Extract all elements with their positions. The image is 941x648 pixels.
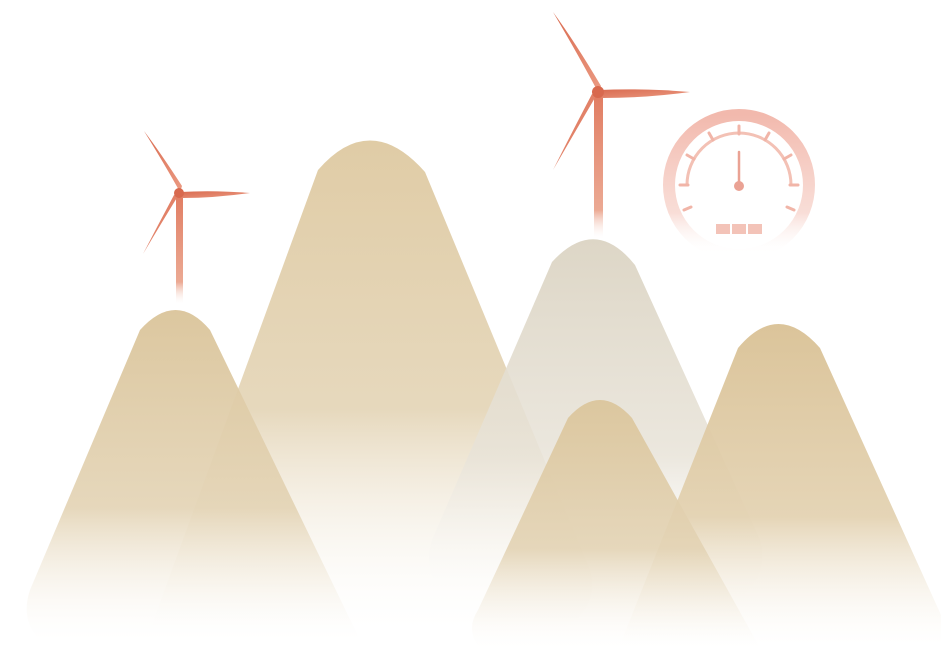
speedometer-gauge-icon bbox=[663, 109, 815, 261]
wind-turbine-icon bbox=[553, 12, 690, 240]
mountain-left-small-peak bbox=[26, 310, 361, 640]
mountain-right-small-peak bbox=[471, 400, 760, 648]
wind-turbine-icon bbox=[143, 131, 250, 305]
